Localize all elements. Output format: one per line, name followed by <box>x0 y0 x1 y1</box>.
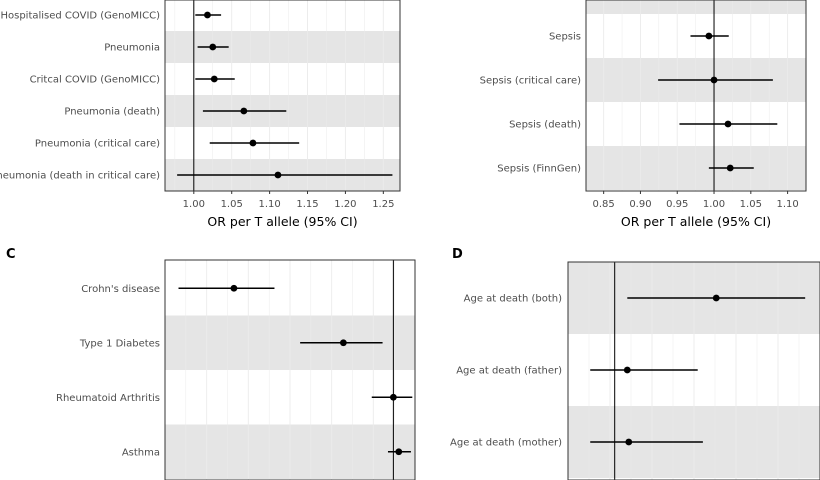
panel-letter: D <box>452 247 463 262</box>
category-label: Sepsis (FinnGen) <box>497 164 581 175</box>
category-label: Age at death (both) <box>464 294 562 305</box>
point-estimate <box>712 294 720 302</box>
point-estimate <box>705 32 713 40</box>
point-estimate <box>209 43 217 51</box>
panel-3: Crohn's disease Type 1 Diabetes Rheumatoid… <box>6 247 416 480</box>
point-estimate <box>724 120 732 128</box>
panel-4: Age at death (both) Age at death (father)… <box>450 247 820 480</box>
point-estimate <box>274 171 282 179</box>
category-label: Age at death (father) <box>456 366 562 377</box>
tick-label: 1.05 <box>221 199 243 210</box>
category-label: Sepsis (critical care) <box>480 76 581 87</box>
tick-label: 1.05 <box>740 199 762 210</box>
category-label: Age at death (mother) <box>450 438 562 449</box>
category-label: Rheumatoid Arthritis <box>56 393 160 404</box>
point-estimate <box>230 284 238 292</box>
panel-1: Hospitalised COVID (GenoMICC) Pneumonia Cr… <box>0 0 401 229</box>
category-label: Asthma <box>122 447 160 458</box>
tick-label: 1.00 <box>183 199 205 210</box>
tick-label: 0.90 <box>629 199 651 210</box>
point-estimate <box>339 339 347 347</box>
tick-label: 1.15 <box>296 199 318 210</box>
category-label: Critcal COVID (GenoMICC) <box>30 75 161 86</box>
row-band <box>586 0 806 14</box>
point-estimate <box>710 76 718 84</box>
tick-label: 1.20 <box>334 199 356 210</box>
category-label: Pneumonia (critical care) <box>35 139 160 150</box>
point-estimate <box>395 448 403 456</box>
category-label: Type 1 Diabetes <box>79 338 160 349</box>
tick-label: 1.10 <box>776 199 798 210</box>
category-label: Hospitalised COVID (GenoMICC) <box>0 11 160 22</box>
category-label: Crohn's disease <box>81 284 160 295</box>
x-axis-title: OR per T allele (95% CI) <box>207 214 357 229</box>
tick-label: 0.95 <box>666 199 688 210</box>
x-axis-title: OR per T allele (95% CI) <box>621 214 771 229</box>
point-estimate <box>625 438 633 446</box>
panel-2: Sepsis Sepsis (critical care) Sepsis (deat… <box>480 0 807 229</box>
point-estimate <box>389 393 397 401</box>
category-label: Pneumonia (death) <box>64 107 160 118</box>
panel-border <box>567 261 820 480</box>
category-label: Sepsis <box>549 32 581 43</box>
point-estimate <box>726 164 734 172</box>
panel-letter: C <box>6 247 16 262</box>
tick-label: 1.25 <box>372 199 394 210</box>
point-estimate <box>204 11 211 19</box>
point-estimate <box>249 139 257 147</box>
panel-border <box>164 259 416 480</box>
panel-border <box>164 0 401 192</box>
point-estimate <box>210 75 218 83</box>
category-label: Sepsis (death) <box>509 120 581 131</box>
tick-label: 0.85 <box>593 199 615 210</box>
tick-label: 1.00 <box>703 199 725 210</box>
category-label: Pneumonia (death in critical care) <box>0 171 160 182</box>
point-estimate <box>623 366 631 374</box>
tick-label: 1.10 <box>258 199 280 210</box>
category-label: Pneumonia <box>104 43 160 54</box>
panel-border <box>585 0 807 192</box>
point-estimate <box>240 107 248 115</box>
row-band <box>586 146 806 190</box>
